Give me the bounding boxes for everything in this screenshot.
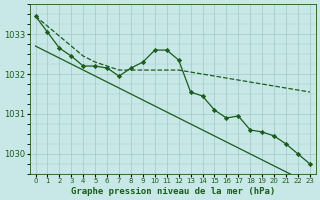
X-axis label: Graphe pression niveau de la mer (hPa): Graphe pression niveau de la mer (hPa) — [71, 187, 275, 196]
